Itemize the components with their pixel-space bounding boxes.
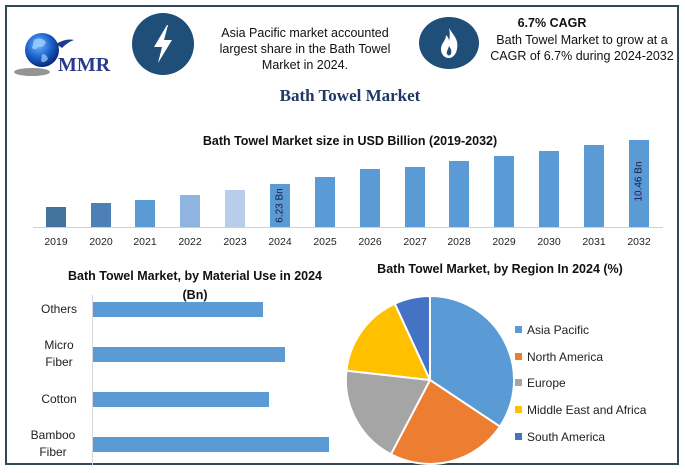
legend-label: Europe <box>527 376 566 390</box>
bar-2030 <box>539 151 559 227</box>
legend-swatch <box>515 433 522 441</box>
region-chart-title-text: Bath Towel Market, by Region In 2024 (%) <box>377 262 623 276</box>
x-tick: 2022 <box>178 236 202 248</box>
x-tick: 2029 <box>492 236 516 248</box>
legend-item-south-america: South America <box>515 430 605 444</box>
bar-2020 <box>91 203 111 227</box>
bar-2028 <box>449 161 469 227</box>
data-label-2032: 10.46 Bn <box>633 161 645 202</box>
hbar-cotton <box>93 392 269 407</box>
infographic-frame <box>5 5 679 465</box>
cagr-headline: 6.7% CAGR <box>517 16 587 30</box>
x-tick: 2027 <box>403 236 427 248</box>
hbar-others <box>93 302 263 317</box>
bar-2019 <box>46 207 66 227</box>
legend-item-asia-pacific: Asia Pacific <box>515 323 589 337</box>
logo-text: MMR <box>58 54 111 76</box>
hbar-bamboo-fiber <box>93 437 329 452</box>
flame-icon <box>419 17 479 69</box>
market-size-chart: 6.23 Bn 10.46 Bn 2019 2020 2021 2022 202… <box>33 140 663 248</box>
pie-slice-north-america <box>389 379 501 465</box>
bar-2029 <box>494 156 514 227</box>
x-tick: 2026 <box>358 236 382 248</box>
category-label: Micro Fiber <box>24 337 94 371</box>
material-chart-title-text: Bath Towel Market, by Material Use in 20… <box>67 269 323 302</box>
legend-swatch <box>515 406 522 414</box>
material-chart-title: Bath Towel Market, by Material Use in 20… <box>60 267 330 305</box>
pie-slice-middle-east-africa <box>345 302 431 381</box>
x-tick: 2023 <box>223 236 247 248</box>
legend-label: North America <box>527 350 604 364</box>
category-label-text: Bamboo Fiber <box>30 428 76 459</box>
info-line: Asia Pacific market accounted <box>221 26 389 40</box>
asia-pacific-info: Asia Pacific market accounted largest sh… <box>205 25 405 73</box>
bar-2025 <box>315 177 335 227</box>
legend-item-middle-east-africa: Middle East and Africa <box>515 403 646 417</box>
legend-label: South America <box>527 430 606 444</box>
x-tick: 2024 <box>268 236 292 248</box>
region-pie-chart <box>343 294 517 468</box>
bar-2026 <box>360 169 380 227</box>
category-label: Bamboo Fiber <box>18 427 88 461</box>
bar-2023 <box>225 190 245 227</box>
x-tick: 2032 <box>627 236 651 248</box>
x-tick: 2030 <box>537 236 561 248</box>
x-tick: 2019 <box>44 236 68 248</box>
bar-2027 <box>405 167 425 227</box>
info-line: CAGR of 6.7% during 2024-2032 <box>490 49 674 63</box>
legend-swatch <box>515 326 522 334</box>
bar-2032 <box>629 140 649 227</box>
legend-swatch <box>515 353 522 361</box>
legend-label: Asia Pacific <box>527 323 590 337</box>
material-chart: Others Micro Fiber Cotton Bamboo Fiber <box>0 0 340 472</box>
bar-2021 <box>135 200 155 227</box>
x-axis-line <box>33 227 663 228</box>
legend-item-europe: Europe <box>515 376 566 390</box>
x-tick: 2021 <box>133 236 157 248</box>
market-size-chart-title: Bath Towel Market size in USD Billion (2… <box>202 134 498 148</box>
x-tick: 2020 <box>89 236 113 248</box>
legend-label: Middle East and Africa <box>527 403 647 417</box>
pie-slice-europe <box>344 369 431 456</box>
y-axis-line <box>92 295 93 465</box>
bar-2024 <box>270 184 290 227</box>
x-tick: 2025 <box>313 236 337 248</box>
legend-item-north-america: North America <box>515 350 603 364</box>
info-line: Bath Towel Market to grow at a <box>496 33 668 47</box>
cagr-info: 6.7% CAGR Bath Towel Market to grow at a… <box>486 15 678 64</box>
region-chart-title: Bath Towel Market, by Region In 2024 (%) <box>360 260 640 279</box>
bar-2031 <box>584 145 604 227</box>
category-label: Cotton <box>41 392 77 406</box>
globe-icon <box>14 33 74 76</box>
hbar-micro-fiber <box>93 347 285 362</box>
pie-slice-south-america <box>393 294 431 381</box>
lightning-icon <box>132 13 194 75</box>
info-line: Market in 2024. <box>261 58 349 72</box>
info-line: largest share in the Bath Towel <box>219 42 391 56</box>
x-tick: 2028 <box>447 236 471 248</box>
legend-swatch <box>515 379 522 387</box>
category-label: Others <box>40 302 77 316</box>
x-tick: 2031 <box>582 236 606 248</box>
category-label-text: Micro Fiber <box>44 338 74 369</box>
bar-2022 <box>180 195 200 227</box>
mmr-logo: MMR <box>12 28 124 80</box>
main-title: Bath Towel Market <box>279 86 421 105</box>
